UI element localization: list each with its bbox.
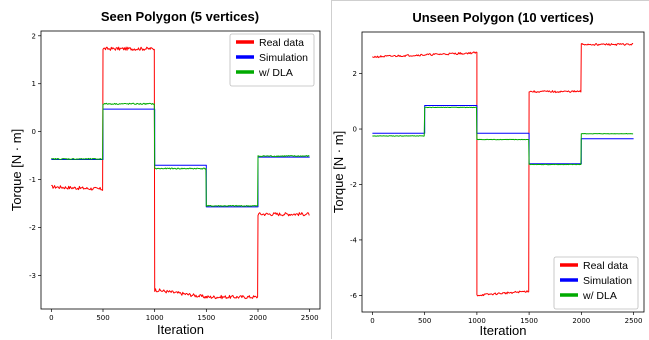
legend-label: Simulation (259, 52, 308, 64)
y-tick-label: -4 (350, 236, 358, 244)
chart-panel-right: Unseen Polygon (10 vertices) 0 500 1000 1500… (331, 0, 649, 339)
legend-label: Real data (259, 37, 304, 49)
y-axis-label: Torque [N · m] (331, 131, 346, 213)
x-tick-label: 1000 (146, 314, 164, 322)
series-line (51, 46, 310, 300)
x-tick-label: 2500 (625, 317, 643, 325)
chart-panel-left: Seen Polygon (5 vertices) 0 500 1000 1500 200… (9, 9, 321, 337)
legend-label: Simulation (583, 275, 632, 287)
y-tick-label: -2 (29, 224, 36, 232)
y-tick-label: -1 (29, 176, 36, 184)
x-tick-label: 2000 (572, 317, 590, 325)
legend-label: w/ DLA (258, 67, 293, 79)
y-tick-label: -6 (350, 292, 358, 300)
y-tick-label: -3 (29, 272, 36, 280)
y-tick-label: 0 (32, 128, 36, 136)
chart-unseen-polygon: Unseen Polygon (10 vertices) 0 500 1000 1500… (331, 10, 645, 338)
series-line (372, 106, 634, 166)
x-tick-label: 1500 (197, 314, 215, 322)
plot-frame (361, 31, 645, 313)
chart-seen-polygon: Seen Polygon (5 vertices) 0 500 1000 1500 200… (9, 9, 321, 337)
y-tick-label: 0 (353, 126, 357, 134)
x-tick-label: 1000 (468, 317, 486, 325)
x-tick-label: 2000 (249, 314, 267, 322)
y-tick-label: 1 (32, 80, 36, 88)
legend-label: Real data (583, 260, 628, 272)
x-tick-label: 2500 (301, 314, 319, 322)
x-tick-label: 500 (418, 317, 431, 325)
y-axis-label: Torque [N · m] (9, 129, 24, 211)
x-tick-label: 1500 (520, 317, 538, 325)
x-tick-label: 0 (370, 317, 374, 325)
y-tick-label: 2 (32, 32, 36, 40)
x-tick-label: 500 (96, 314, 109, 322)
x-axis-label: Iteration (480, 323, 527, 338)
chart-title: Unseen Polygon (10 vertices) (412, 10, 593, 25)
series-line (372, 43, 634, 297)
x-tick-label: 0 (49, 314, 53, 322)
plot-frame (40, 30, 321, 310)
legend-label: w/ DLA (582, 290, 617, 302)
y-tick-label: 2 (353, 70, 357, 78)
chart-title: Seen Polygon (5 vertices) (101, 9, 259, 24)
x-axis-label: Iteration (157, 322, 204, 337)
y-tick-label: -2 (350, 181, 357, 189)
series-line (51, 102, 310, 207)
series-line (372, 105, 634, 165)
